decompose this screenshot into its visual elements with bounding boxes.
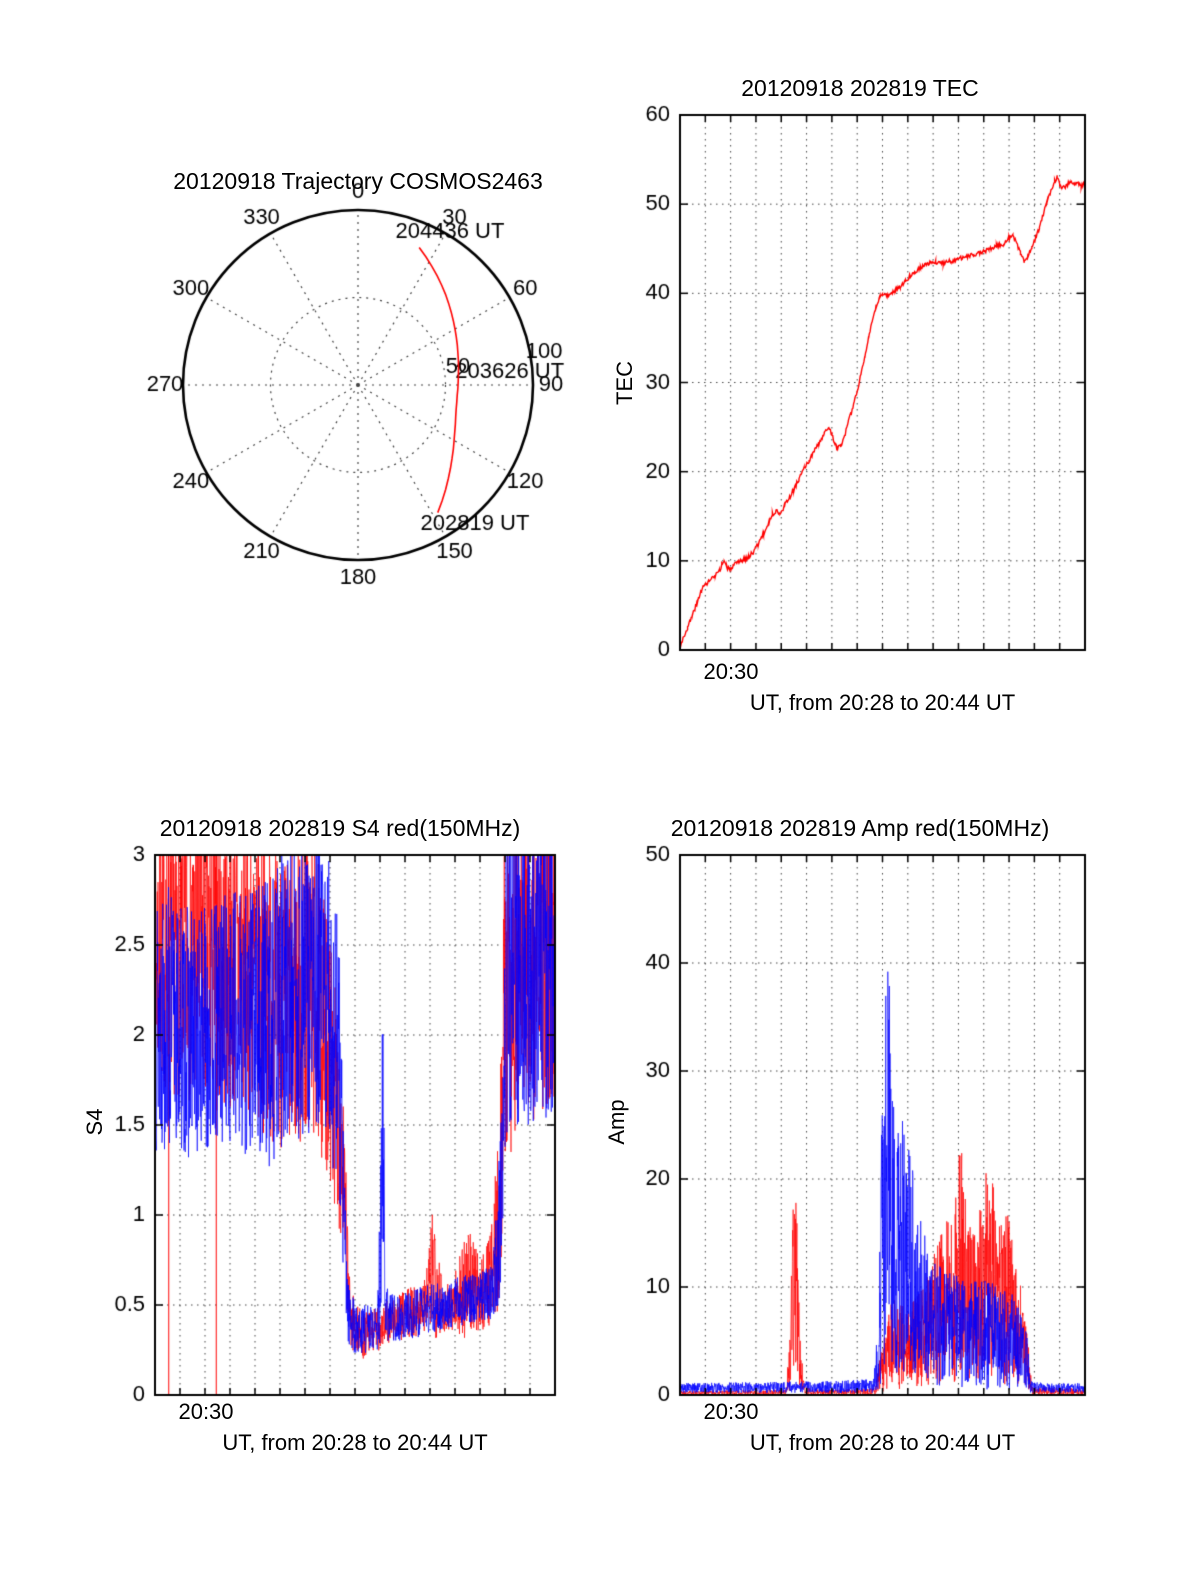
tec-plot (600, 100, 1120, 680)
amp-x-axis-label: UT, from 20:28 to 20:44 UT (749, 1430, 1016, 1455)
amp-plot (600, 840, 1120, 1420)
s4-x-tick-label: 20:30 (178, 1399, 234, 1424)
trajectory-polar-plot (120, 178, 600, 608)
amp-title: 20120918 202819 Amp red(150MHz) (670, 815, 1050, 841)
s4-x-axis-label: UT, from 20:28 to 20:44 UT (222, 1430, 488, 1455)
tec-x-tick-label: 20:30 (703, 659, 759, 684)
tec-title: 20120918 202819 TEC (741, 75, 979, 101)
s4-title: 20120918 202819 S4 red(150MHz) (159, 815, 521, 841)
tec-x-axis-label: UT, from 20:28 to 20:44 UT (749, 690, 1016, 715)
amp-x-tick-label: 20:30 (703, 1399, 759, 1424)
s4-plot (80, 840, 600, 1420)
